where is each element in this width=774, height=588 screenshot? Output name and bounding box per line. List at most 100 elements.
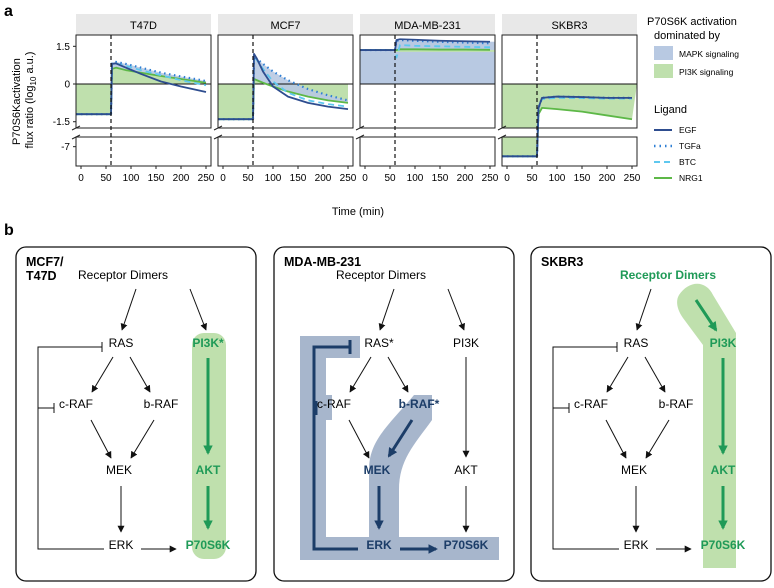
legend-item-egf: EGF — [679, 125, 696, 135]
feedback-erk-ras — [37, 342, 104, 550]
panel-title: SKBR3 — [551, 20, 587, 32]
edge-craf-mek — [348, 419, 370, 459]
node-akt: AKT — [711, 463, 736, 477]
edge-receptor-pi3k — [189, 288, 207, 331]
plot-area — [218, 52, 353, 121]
diagram-title-line2: T47D — [26, 269, 57, 283]
node-pi3k: PI3K* — [192, 336, 224, 350]
node-receptor-dimers: Receptor Dimers — [336, 268, 426, 282]
edge-receptor-ras — [635, 288, 652, 331]
x-tick-label: 50 — [526, 173, 538, 184]
x-tick-label: 150 — [290, 173, 307, 184]
panel-title-strip — [76, 14, 211, 35]
plot-area — [76, 60, 211, 116]
x-tick-label: 250 — [340, 173, 357, 184]
panel-frame-upper — [75, 34, 212, 129]
x-tick-label: 50 — [242, 173, 254, 184]
y-tick-label: 1.5 — [56, 42, 70, 53]
panel-title: MDA-MB-231 — [394, 20, 461, 32]
feedback-erk-craf — [38, 403, 55, 413]
y-tick-label: -1.5 — [53, 117, 71, 128]
legend-item-pi3k: PI3K signaling — [679, 67, 734, 77]
node-b-raf: b-RAF — [144, 397, 179, 411]
chart-panels: T47D 0 50 100 150 200 250 1.5 0 -1.5 -7 MCF7 0 50 100 1… — [53, 14, 641, 184]
plot-area — [360, 38, 495, 85]
pi3k-area — [502, 84, 637, 128]
y-tick-label: -7 — [61, 142, 70, 153]
chart-panel-t47d: T47D 0 50 100 150 200 250 1.5 0 -1.5 -7 — [53, 14, 215, 184]
node-ras: RAS — [624, 336, 649, 350]
panel-frame-upper — [501, 34, 638, 129]
node-c-raf: c-RAF — [59, 397, 93, 411]
edge-ras-braf — [644, 356, 666, 393]
legend-ligand-title: Ligand — [654, 104, 687, 116]
node-receptor-dimers: Receptor Dimers — [620, 268, 716, 282]
edge-ras-craf — [91, 356, 114, 393]
panel-frame-lower — [359, 136, 496, 167]
x-tick-label: 150 — [574, 173, 591, 184]
panel-b-label: b — [4, 222, 14, 239]
diagram-2: SKBR3 Receptor Dimers RAS PI3K c-RAF b-RAF MEK… — [530, 246, 772, 582]
feedback-erk-craf — [553, 403, 570, 413]
legend-item-nrg1: NRG1 — [679, 173, 703, 183]
node-p70s6k: P70S6K — [701, 538, 746, 552]
y-tick-label: 0 — [64, 80, 70, 91]
pi3k-dominant-band — [677, 283, 736, 568]
series-line-tgfa — [76, 60, 207, 116]
legend-swatch-mapk — [654, 46, 673, 60]
node-akt: AKT — [196, 463, 221, 477]
edge-receptor-pi3k — [447, 288, 465, 331]
legend-swatch-pi3k — [654, 64, 673, 78]
edge-braf-mek — [130, 419, 155, 459]
node-p70s6k: P70S6K — [186, 538, 231, 552]
diagram-0: MCF7/T47D Receptor Dimers RAS PI3K* c-RAF b-R… — [15, 246, 257, 582]
edge-ras-craf — [606, 356, 629, 393]
chart-panel-mcf7: MCF7 0 50 100 150 200 250 — [213, 14, 357, 184]
node-b-raf: b-RAF* — [399, 397, 440, 411]
x-tick-label: 150 — [148, 173, 165, 184]
x-tick-label: 100 — [123, 173, 140, 184]
y-axis-label: P70S6Kactivation flux ratio (log10 a.u.) — [11, 52, 38, 149]
chart-panel-mda-mb-231: MDA-MB-231 0 50 100 150 200 250 — [355, 14, 499, 184]
panel-frame-lower — [501, 136, 638, 167]
pi3k-area — [218, 84, 253, 120]
x-tick-label: 0 — [78, 173, 84, 184]
node-erk: ERK — [109, 538, 134, 552]
legend-fill-title-1: P70S6K activation — [647, 16, 737, 28]
x-tick-label: 250 — [482, 173, 499, 184]
series-line-egf — [76, 62, 207, 116]
node-receptor-dimers: Receptor Dimers — [78, 268, 168, 282]
node-erk: ERK — [366, 538, 392, 552]
x-tick-label: 250 — [198, 173, 215, 184]
x-tick-label: 200 — [457, 173, 474, 184]
node-ras: RAS — [109, 336, 134, 350]
x-tick-label: 150 — [432, 173, 449, 184]
diagram-title: MDA-MB-231 — [284, 255, 361, 269]
panel-title-strip — [502, 14, 637, 35]
node-erk: ERK — [624, 538, 649, 552]
node-b-raf: b-RAF — [659, 397, 694, 411]
legend-item-mapk: MAPK signaling — [679, 49, 739, 59]
feedback-erk-craf — [314, 401, 318, 415]
node-mek: MEK — [621, 463, 647, 477]
legend-item-tgfa: TGFa — [679, 141, 701, 151]
diagram-title: SKBR3 — [541, 255, 583, 269]
panel-title-strip — [360, 14, 495, 35]
node-mek: MEK — [106, 463, 132, 477]
edge-braf-mek — [387, 419, 414, 458]
node-pi3k: PI3K — [453, 336, 479, 350]
chart-panel-skbr3: SKBR3 0 50 100 150 200 250 — [497, 14, 641, 184]
x-tick-label: 0 — [220, 173, 226, 184]
axis-break — [355, 125, 365, 140]
axis-break — [213, 125, 223, 140]
x-tick-label: 0 — [362, 173, 368, 184]
axis-break — [497, 125, 507, 140]
x-tick-label: 100 — [549, 173, 566, 184]
diagram-title: MCF7/ — [26, 255, 64, 269]
panel-title: MCF7 — [271, 20, 301, 32]
feedback-erk-ras — [312, 340, 358, 551]
diagram-frame — [273, 246, 515, 582]
edge-craf-mek — [90, 419, 112, 459]
node-c-raf: c-RAF — [574, 397, 608, 411]
